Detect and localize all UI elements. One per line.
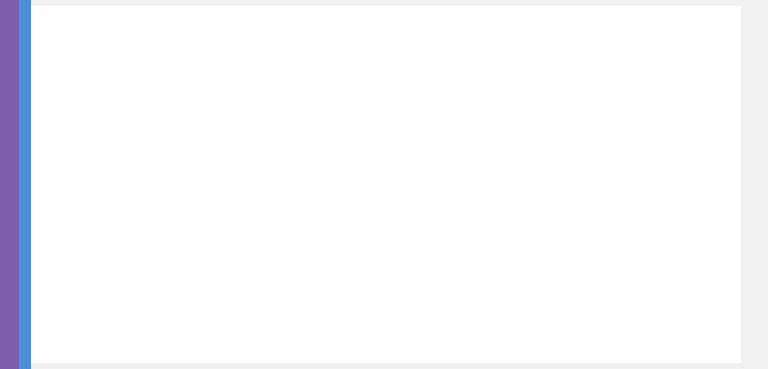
Text: (b)  What are ion selective electrodes?            [2 marks]: (b) What are ion selective electrodes? […	[88, 249, 462, 262]
Text: (ii)       Polarography                                           [4 marks]: (ii) Polarography [4 marks]	[119, 231, 505, 244]
Text: (c)  Outline the working of the different types of ion selective electrodes.    : (c) Outline the working of the different…	[88, 266, 687, 279]
Text: SCH 321: INSTRUMENTAL METHODS OF CHEMICAL ANALYSIS: SCH 321: INSTRUMENTAL METHODS OF CHEMICA…	[144, 20, 624, 33]
Text: August 2019: August 2019	[61, 59, 147, 72]
Text: spectrometry.     [6 marks]: spectrometry. [6 marks]	[154, 141, 331, 154]
Text: (i)        Potentiometry: (i) Potentiometry	[119, 214, 262, 227]
Text: 1.: 1.	[61, 107, 77, 121]
Text: (a)   Explain the following techniques as used in chemical analytical techniques: (a) Explain the following techniques as …	[88, 196, 626, 209]
Text: CONTINUOUS ASSESSMENT TEST 1: CONTINUOUS ASSESSMENT TEST 1	[247, 39, 521, 52]
Text: (a)  Using suitable examples, explain sources of interferences in atomic absorpt: (a) Using suitable examples, explain sou…	[127, 125, 682, 138]
Text: 2.: 2.	[61, 178, 77, 192]
Text: (b)  Suggest how the interferences above can be minimized. [2 marks]: (b) Suggest how the interferences above …	[127, 158, 598, 171]
